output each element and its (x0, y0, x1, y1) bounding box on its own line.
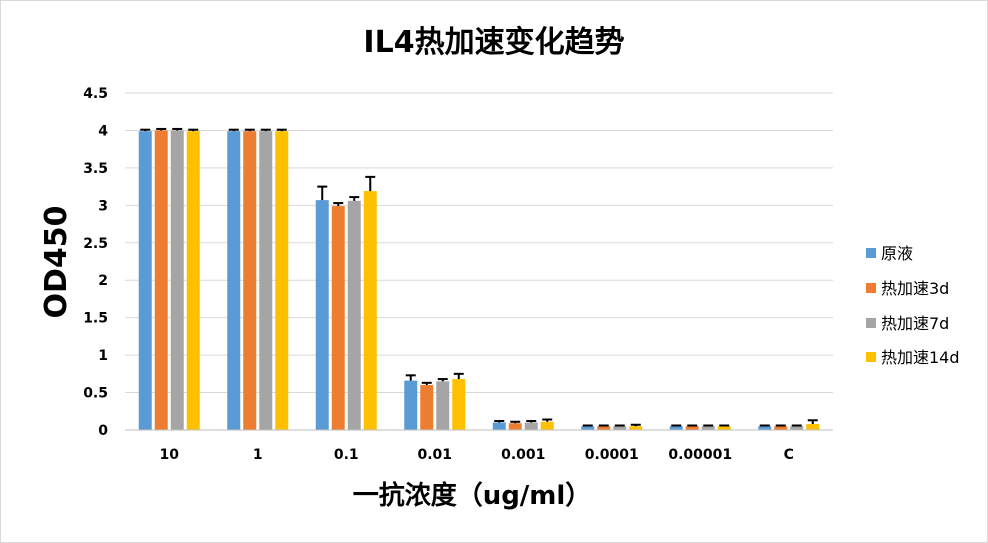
x-tick-label: 0.0001 (585, 447, 639, 463)
x-tick-label: 0.01 (417, 447, 452, 463)
y-tick-label: 0.5 (83, 386, 108, 402)
x-tick-label: 0.00001 (668, 447, 732, 463)
bar (186, 131, 200, 430)
x-tick-label: 10 (160, 447, 180, 463)
bar (154, 130, 168, 430)
bar (508, 423, 522, 430)
bar (701, 426, 715, 430)
y-tick-labels: 0 0.5 1 1.5 2 2.5 3 3.5 4 4.5 (83, 86, 108, 439)
chart-title: IL4热加速变化趋势 (363, 25, 624, 60)
y-tick-label: 3 (98, 198, 108, 214)
bar (540, 421, 554, 430)
bar (685, 426, 699, 430)
error-bars (140, 127, 818, 427)
bar (492, 422, 506, 430)
x-axis-title: 一抗浓度（ug/ml） (353, 480, 592, 511)
legend-label: 热加速7d (881, 314, 949, 333)
y-tick-label: 0 (98, 423, 108, 439)
bar (138, 131, 152, 430)
bar (774, 426, 788, 430)
bar (275, 131, 289, 430)
bar (170, 130, 184, 430)
y-axis-title: OD450 (39, 205, 74, 318)
bar (404, 380, 418, 430)
y-tick-label: 4 (98, 123, 108, 139)
x-tick-label: 0.001 (501, 447, 545, 463)
legend-swatch (866, 318, 876, 328)
bar (436, 381, 450, 430)
bar (331, 206, 345, 430)
y-tick-label: 2.5 (83, 236, 108, 252)
bar (315, 200, 329, 430)
bar (581, 426, 595, 430)
x-tick-label: 0.1 (334, 447, 359, 463)
gridlines (125, 92, 833, 394)
bar (790, 426, 804, 430)
bar (613, 426, 627, 430)
bar (758, 426, 772, 430)
bar (452, 379, 466, 430)
bar (629, 426, 643, 430)
bar (420, 385, 434, 430)
bar (806, 424, 820, 430)
bar (597, 426, 611, 430)
bar (717, 426, 731, 430)
y-tick-label: 4.5 (83, 86, 108, 102)
x-tick-label: C (784, 447, 794, 463)
legend-swatch (866, 352, 876, 362)
bar (363, 191, 377, 430)
legend-swatch (866, 283, 876, 293)
legend-label: 热加速14d (881, 348, 960, 367)
y-tick-label: 2 (98, 273, 108, 289)
bar (347, 200, 361, 430)
x-tick-labels: 10 1 0.1 0.01 0.001 0.0001 0.00001 C (160, 447, 794, 463)
bar (259, 131, 273, 430)
y-tick-label: 3.5 (83, 161, 108, 177)
y-tick-label: 1.5 (83, 311, 108, 327)
bars (138, 130, 820, 430)
bar (227, 131, 241, 430)
bar (243, 131, 257, 430)
bar (669, 426, 683, 430)
bar (524, 422, 538, 430)
legend-label: 热加速3d (881, 279, 949, 298)
x-tick-label: 1 (253, 447, 263, 463)
legend-label: 原液 (881, 244, 913, 263)
legend-swatch (866, 248, 876, 258)
y-tick-label: 1 (98, 348, 108, 364)
